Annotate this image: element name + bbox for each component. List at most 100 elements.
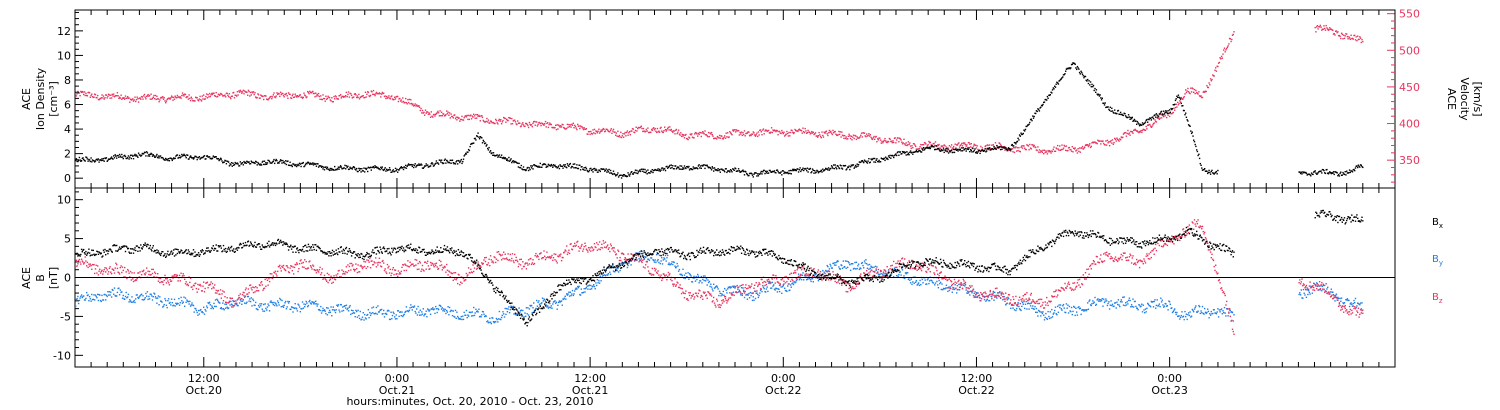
ion-density-point <box>344 164 346 167</box>
ion-density-point <box>639 169 641 171</box>
velocity-point <box>169 98 171 100</box>
velocity-point <box>206 97 209 99</box>
velocity-point <box>255 96 257 98</box>
ion-density-point <box>1359 166 1361 168</box>
velocity-point <box>825 130 828 132</box>
by-point <box>931 281 934 283</box>
velocity-point <box>1332 29 1334 31</box>
by-point <box>272 303 274 306</box>
velocity-point <box>99 98 101 100</box>
velocity-point <box>290 97 293 99</box>
by-point <box>187 300 190 303</box>
by-point <box>1165 303 1167 305</box>
velocity-point <box>1343 34 1345 36</box>
ion-density-point <box>604 170 606 172</box>
ion-density-point <box>813 172 815 174</box>
ion-density-point <box>667 166 670 168</box>
ion-density-point <box>1128 116 1131 118</box>
by-point <box>994 291 996 294</box>
ion-density-point <box>178 154 181 157</box>
velocity-point <box>1201 96 1204 99</box>
velocity-point <box>507 119 509 122</box>
velocity-point <box>301 96 303 98</box>
ion-density-point <box>1167 110 1169 112</box>
velocity-point <box>1182 98 1184 100</box>
by-point <box>261 308 263 310</box>
velocity-point <box>603 128 605 131</box>
ion-density-point <box>102 157 105 160</box>
ion-density-point <box>323 166 325 168</box>
velocity-point <box>557 128 559 130</box>
ion-density-point <box>1139 123 1141 126</box>
velocity-point <box>698 133 700 136</box>
ion-density-point <box>395 170 397 172</box>
ion-density-point <box>383 169 385 172</box>
ion-density-point <box>710 167 712 170</box>
velocity-point <box>602 127 604 130</box>
by-point <box>752 296 754 298</box>
ion-density-point <box>942 147 945 149</box>
by-point <box>1190 315 1193 317</box>
velocity-point <box>148 94 151 97</box>
ion-density-point <box>1166 112 1169 115</box>
velocity-point <box>536 125 539 127</box>
by-point <box>485 315 487 317</box>
by-point <box>742 287 744 289</box>
by-point <box>984 295 986 298</box>
velocity-point <box>667 127 669 130</box>
by-point <box>1089 299 1091 301</box>
ion-density-point <box>1308 173 1311 175</box>
by-point <box>1093 301 1095 303</box>
ion-density-point <box>691 168 694 171</box>
by-point <box>770 287 772 289</box>
ion-density-point <box>1141 122 1144 124</box>
ion-density-point <box>707 167 710 169</box>
velocity-point <box>82 91 84 93</box>
ion-density-point <box>459 161 461 164</box>
ion-density-point <box>506 159 508 161</box>
by-point <box>490 322 492 325</box>
velocity-point <box>961 142 963 145</box>
ion-density-point <box>477 132 479 134</box>
velocity-point <box>785 133 787 135</box>
velocity-point <box>244 90 246 92</box>
velocity-point <box>1335 30 1338 32</box>
by-point <box>1037 309 1040 312</box>
velocity-point <box>1174 109 1176 111</box>
velocity-point <box>268 97 271 99</box>
velocity-point <box>814 132 817 134</box>
ion-density-point <box>609 172 611 174</box>
velocity-point <box>494 122 496 125</box>
by-point <box>1083 310 1085 312</box>
by-point <box>177 302 179 305</box>
velocity-point <box>1323 25 1325 27</box>
velocity-point <box>145 98 147 100</box>
velocity-point <box>386 95 388 98</box>
ion-density-point <box>935 145 937 147</box>
velocity-point <box>581 126 583 128</box>
ion-density-point <box>1185 116 1188 118</box>
by-point <box>688 278 690 280</box>
by-point <box>880 273 882 275</box>
by-point <box>285 308 288 310</box>
by-point <box>1147 302 1149 305</box>
by-point <box>898 273 900 276</box>
by-point <box>113 293 115 295</box>
ion-density-point <box>1006 149 1008 152</box>
ion-density-point <box>256 164 258 166</box>
ion-density-point <box>944 149 946 151</box>
by-point <box>223 309 225 311</box>
ion-density-point <box>1019 135 1021 137</box>
by-point <box>953 288 956 291</box>
by-point <box>1130 306 1132 308</box>
ion-density-point <box>168 160 171 162</box>
velocity-point <box>304 94 306 96</box>
ion-density-point <box>170 158 173 160</box>
velocity-point <box>77 92 80 94</box>
velocity-point <box>407 99 409 101</box>
velocity-point <box>786 130 788 133</box>
velocity-point <box>866 133 868 135</box>
by-point <box>928 280 931 282</box>
velocity-point <box>526 123 528 126</box>
by-point <box>135 298 137 300</box>
